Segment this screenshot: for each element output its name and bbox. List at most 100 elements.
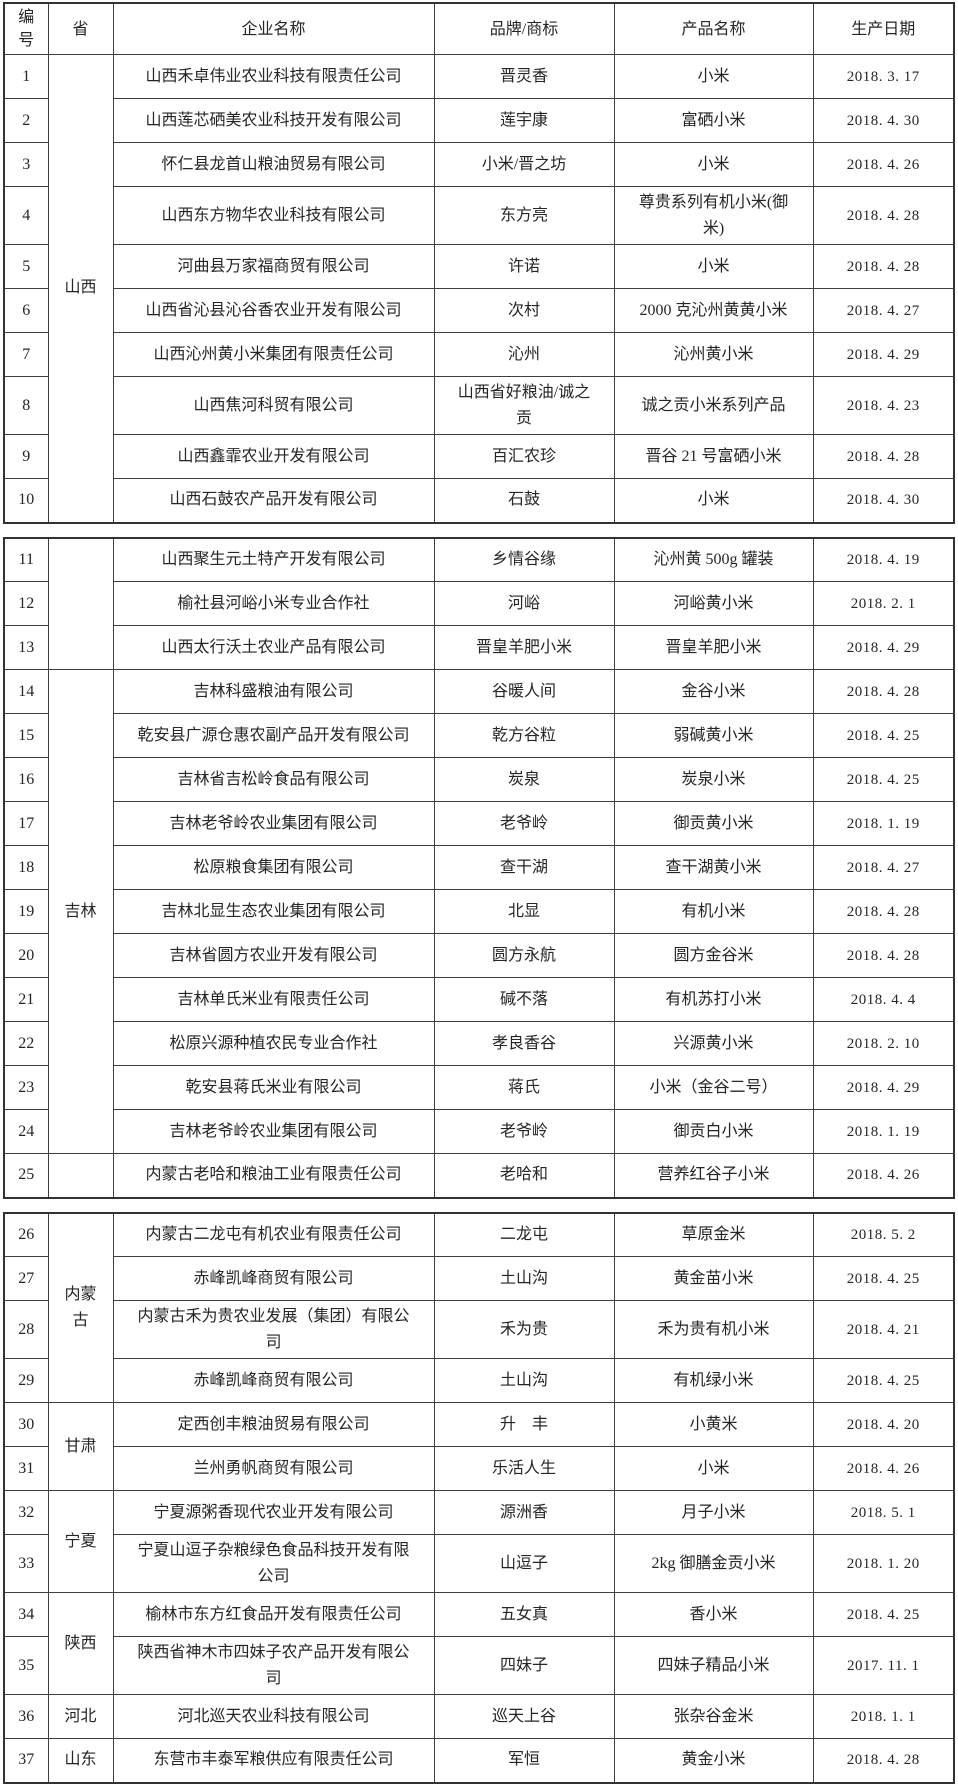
cell-row-number: 23 (3, 1065, 49, 1110)
column-header-province: 省 (47, 2, 114, 55)
cell-brand: 土山沟 (433, 1256, 615, 1301)
cell-product-name: 沁州黄 500g 罐装 (613, 537, 814, 582)
cell-product-name: 黄金小米 (613, 1738, 814, 1783)
column-header-product: 产品名称 (613, 2, 814, 55)
cell-product-name: 弱碱黄小米 (613, 713, 814, 758)
cell-brand: 禾为贵 (433, 1300, 615, 1359)
table-row: 15 乾安县广源仓惠农副产品开发有限公司 乾方谷粒 弱碱黄小米 2018. 4.… (3, 713, 955, 758)
cell-row-number: 6 (3, 288, 49, 333)
cell-brand: 小米/晋之坊 (433, 142, 615, 187)
cell-product-name: 小黄米 (613, 1402, 814, 1447)
cell-brand: 军恒 (433, 1738, 615, 1783)
cell-row-number: 3 (3, 142, 49, 187)
cell-production-date: 2018. 4. 28 (812, 434, 955, 479)
table-row: 17 吉林老爷岭农业集团有限公司 老爷岭 御贡黄小米 2018. 1. 19 (3, 801, 955, 846)
cell-company-name: 榆社县河峪小米专业合作社 (112, 581, 435, 626)
cell-brand: 查干湖 (433, 845, 615, 890)
cell-product-name: 尊贵系列有机小米(御米) (613, 186, 814, 245)
cell-brand: 沁州 (433, 332, 615, 377)
cell-brand: 老哈和 (433, 1153, 615, 1198)
table-row: 18 松原粮食集团有限公司 查干湖 查干湖黄小米 2018. 4. 27 (3, 845, 955, 890)
cell-production-date: 2018. 4. 19 (812, 537, 955, 582)
cell-production-date: 2018. 5. 2 (812, 1212, 955, 1257)
cell-product-name: 富硒小米 (613, 98, 814, 143)
cell-brand: 老爷岭 (433, 1109, 615, 1154)
table-row: 16 吉林省吉松岭食品有限公司 炭泉 炭泉小米 2018. 4. 25 (3, 757, 955, 802)
cell-company-name: 内蒙古老哈和粮油工业有限责任公司 (112, 1153, 435, 1198)
cell-brand: 次村 (433, 288, 615, 333)
cell-company-name: 怀仁县龙首山粮油贸易有限公司 (112, 142, 435, 187)
cell-production-date: 2018. 4. 23 (812, 376, 955, 435)
cell-brand: 许诺 (433, 244, 615, 289)
cell-brand: 东方亮 (433, 186, 615, 245)
cell-brand: 孝良香谷 (433, 1021, 615, 1066)
cell-production-date: 2018. 4. 26 (812, 142, 955, 187)
table-row: 34 陕西 榆林市东方红食品开发有限责任公司 五女真 香小米 2018. 4. … (3, 1592, 955, 1695)
cell-province: 内蒙古 (47, 1212, 114, 1403)
cell-row-number: 8 (3, 376, 49, 435)
cell-brand: 乐活人生 (433, 1446, 615, 1491)
cell-province: 甘肃 (47, 1402, 114, 1491)
cell-row-number: 7 (3, 332, 49, 377)
cell-product-name: 黄金苗小米 (613, 1256, 814, 1301)
cell-row-number: 25 (3, 1153, 49, 1198)
cell-row-number: 36 (3, 1694, 49, 1739)
cell-province: 宁夏 (47, 1490, 114, 1593)
cell-company-name: 内蒙古禾为贵农业发展（集团）有限公司 (112, 1300, 435, 1359)
cell-production-date: 2018. 4. 4 (812, 977, 955, 1022)
cell-product-name: 张杂谷金米 (613, 1694, 814, 1739)
cell-production-date: 2017. 11. 1 (812, 1636, 955, 1695)
cell-brand: 升 丰 (433, 1402, 615, 1447)
cell-company-name: 山西石鼓农产品开发有限公司 (112, 478, 435, 523)
cell-production-date: 2018. 4. 25 (812, 713, 955, 758)
cell-production-date: 2018. 4. 30 (812, 478, 955, 523)
cell-production-date: 2018. 4. 25 (812, 1256, 955, 1301)
cell-production-date: 2018. 5. 1 (812, 1490, 955, 1535)
table-row: 24 吉林老爷岭农业集团有限公司 老爷岭 御贡白小米 2018. 1. 19 (3, 1109, 955, 1154)
cell-company-name: 乾安县广源仓惠农副产品开发有限公司 (112, 713, 435, 758)
cell-row-number: 18 (3, 845, 49, 890)
table-row: 9 山西鑫霏农业开发有限公司 百汇农珍 晋谷 21 号富硒小米 2018. 4.… (3, 434, 955, 479)
cell-company-name: 吉林单氏米业有限责任公司 (112, 977, 435, 1022)
cell-row-number: 16 (3, 757, 49, 802)
cell-province: 吉林 (47, 669, 114, 1154)
page-break-gap (3, 1199, 958, 1212)
cell-product-name: 月子小米 (613, 1490, 814, 1535)
cell-product-name: 小米 (613, 1446, 814, 1491)
cell-production-date: 2018. 4. 28 (812, 933, 955, 978)
cell-production-date: 2018. 1. 19 (812, 801, 955, 846)
cell-product-name: 禾为贵有机小米 (613, 1300, 814, 1359)
cell-province: 山东 (47, 1738, 114, 1783)
table-row: 1 山西 山西禾卓伟业农业科技有限责任公司 晋灵香 小米 2018. 3. 17 (3, 54, 955, 523)
cell-brand: 巡天上谷 (433, 1694, 615, 1739)
cell-row-number: 4 (3, 186, 49, 245)
cell-product-name: 金谷小米 (613, 669, 814, 714)
table-row: 6 山西省沁县沁谷香农业开发有限公司 次村 2000 克沁州黄黄小米 2018.… (3, 288, 955, 333)
table-row: 12 榆社县河峪小米专业合作社 河峪 河峪黄小米 2018. 2. 1 (3, 581, 955, 626)
cell-province: 山西 (47, 54, 114, 523)
table-row: 14 吉林 吉林科盛粮油有限公司 谷暖人间 金谷小米 2018. 4. 28 (3, 669, 955, 1154)
cell-product-name: 营养红谷子小米 (613, 1153, 814, 1198)
cell-product-name: 四妹子精品小米 (613, 1636, 814, 1695)
table-row: 32 宁夏 宁夏源粥香现代农业开发有限公司 源洲香 月子小米 2018. 5. … (3, 1490, 955, 1593)
cell-company-name: 吉林北显生态农业集团有限公司 (112, 889, 435, 934)
cell-product-name: 小米 (613, 54, 814, 99)
cell-product-name: 晋皇羊肥小米 (613, 625, 814, 670)
cell-product-name: 河峪黄小米 (613, 581, 814, 626)
page-break-gap (3, 524, 958, 537)
cell-production-date: 2018. 4. 29 (812, 625, 955, 670)
table-row: 23 乾安县蒋氏米业有限公司 蒋氏 小米（金谷二号） 2018. 4. 29 (3, 1065, 955, 1110)
cell-brand: 河峪 (433, 581, 615, 626)
cell-company-name: 兰州勇帆商贸有限公司 (112, 1446, 435, 1491)
cell-row-number: 12 (3, 581, 49, 626)
table-row: 20 吉林省圆方农业开发有限公司 圆方永航 圆方金谷米 2018. 4. 28 (3, 933, 955, 978)
table-row: 13 山西太行沃土农业产品有限公司 晋皇羊肥小米 晋皇羊肥小米 2018. 4.… (3, 625, 955, 670)
cell-production-date: 2018. 4. 30 (812, 98, 955, 143)
cell-company-name: 宁夏山逗子杂粮绿色食品科技开发有限公司 (112, 1534, 435, 1593)
cell-row-number: 1 (3, 54, 49, 99)
cell-company-name: 乾安县蒋氏米业有限公司 (112, 1065, 435, 1110)
cell-product-name: 小米 (613, 142, 814, 187)
table-header-row: 编号 省 企业名称 品牌/商标 产品名称 生产日期 (3, 2, 955, 55)
cell-row-number: 13 (3, 625, 49, 670)
cell-product-name: 小米（金谷二号） (613, 1065, 814, 1110)
